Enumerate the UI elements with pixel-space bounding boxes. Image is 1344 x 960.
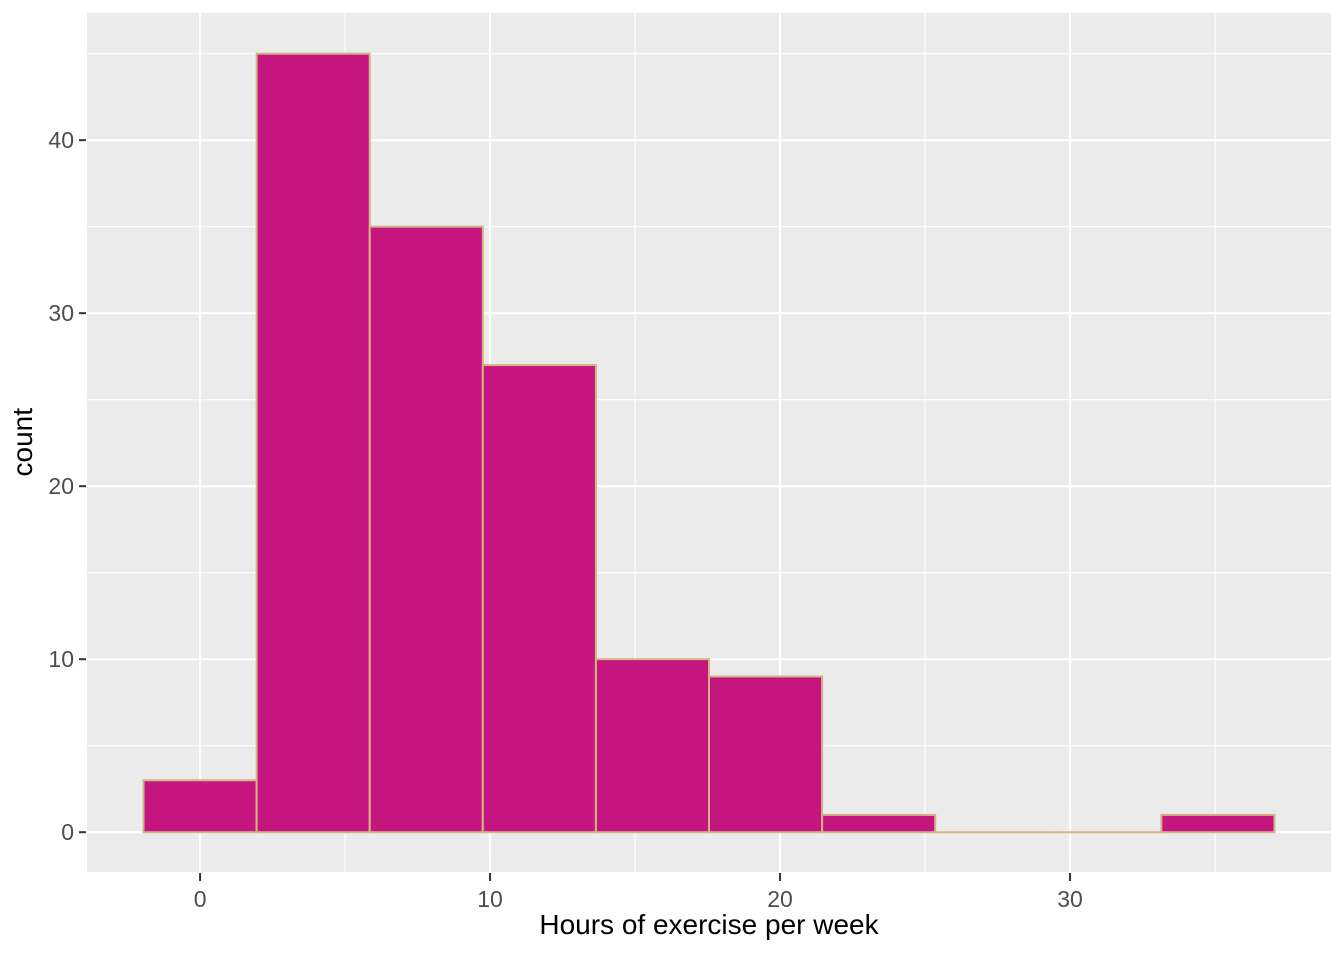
y-tick-label: 40 — [48, 127, 74, 153]
x-tick-label: 30 — [1057, 886, 1083, 912]
histogram-bar — [1160, 813, 1276, 834]
histogram-bar — [594, 658, 711, 834]
y-tick-label: 0 — [61, 819, 74, 845]
histogram-bar — [821, 813, 937, 834]
x-tick-label: 0 — [194, 886, 207, 912]
y-axis-title: count — [7, 408, 38, 477]
y-tick-label: 10 — [48, 646, 74, 672]
histogram-bar — [708, 675, 824, 834]
histogram-bar — [142, 779, 258, 834]
y-tick-label: 20 — [48, 473, 74, 499]
y-axis-title-container: count — [6, 13, 40, 872]
histogram-bar — [255, 52, 371, 834]
x-tick-label: 20 — [767, 886, 793, 912]
histogram-bar — [481, 364, 597, 834]
x-tick-label: 10 — [477, 886, 503, 912]
histogram-bar — [368, 225, 484, 834]
y-tick-label: 30 — [48, 300, 74, 326]
x-axis-title: Hours of exercise per week — [539, 909, 879, 940]
